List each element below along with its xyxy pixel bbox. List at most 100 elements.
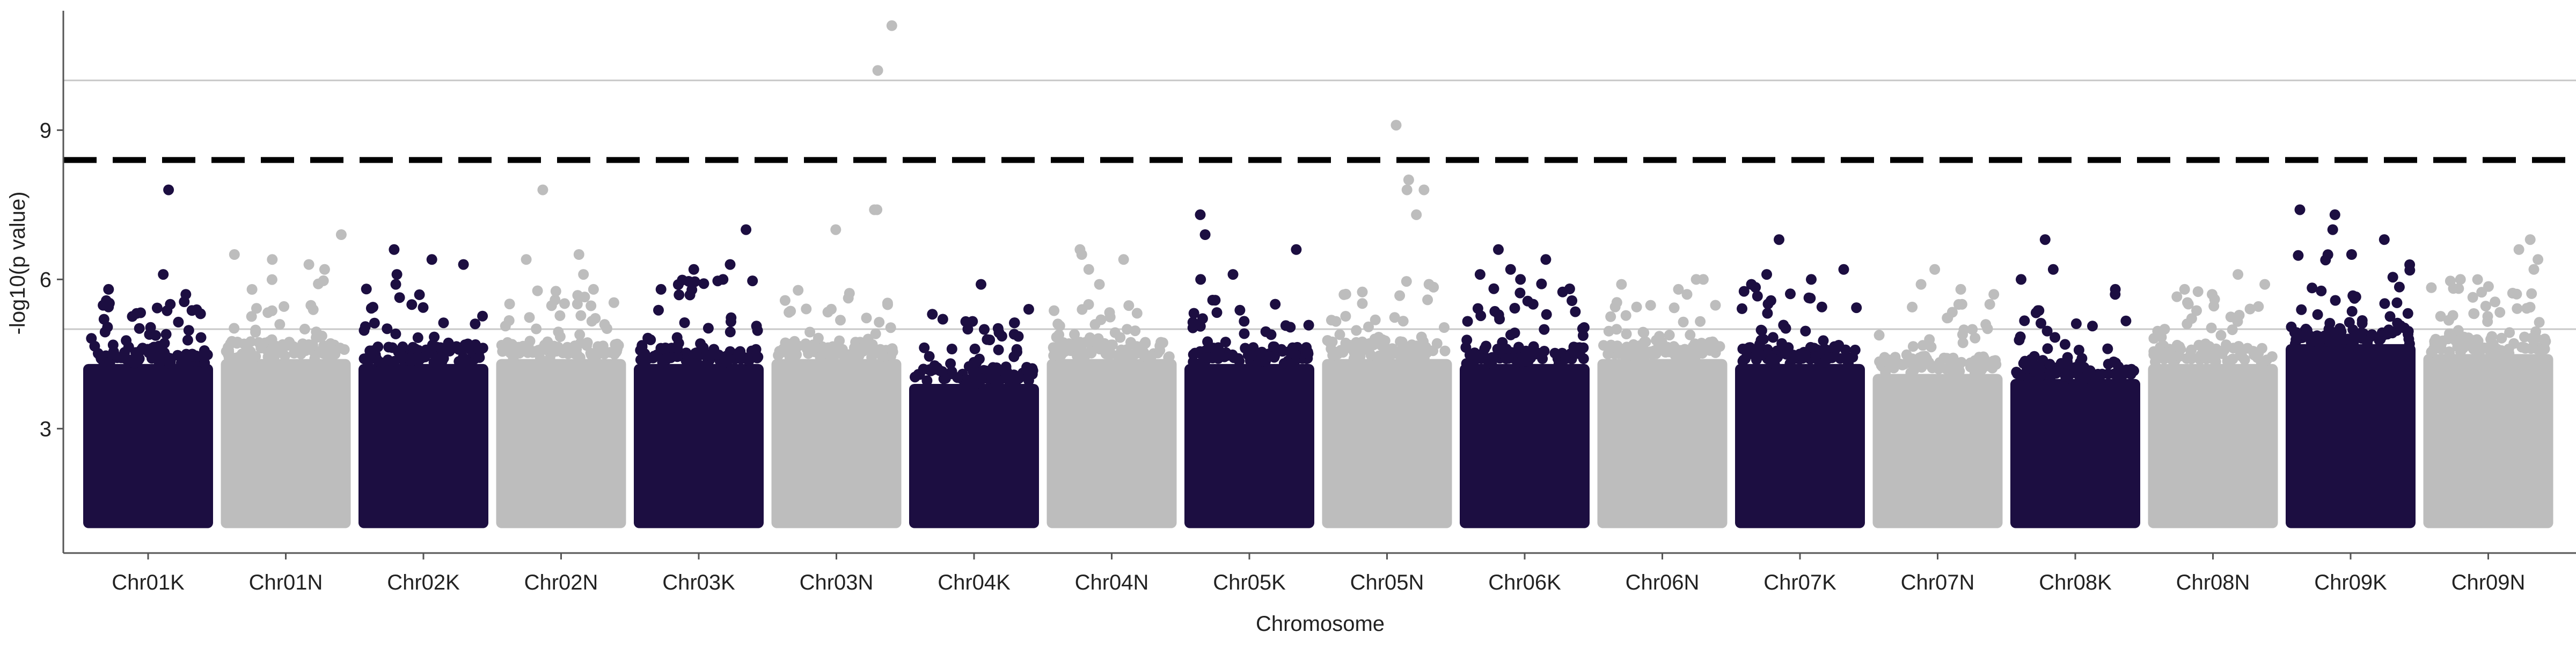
data-point xyxy=(2391,297,2403,308)
data-point xyxy=(1130,325,1141,337)
data-point xyxy=(129,358,140,369)
top-hit-point xyxy=(1515,274,1526,285)
chromosome-Chr02K xyxy=(358,244,488,528)
chromosome-Chr04N xyxy=(1046,244,1177,528)
x-tick-label: Chr04N xyxy=(1075,571,1149,594)
top-hit-point xyxy=(1076,249,1087,260)
data-point xyxy=(1468,350,1480,361)
data-point xyxy=(1967,324,1978,335)
data-point xyxy=(1570,306,1581,317)
data-point xyxy=(1560,353,1571,365)
data-point xyxy=(1907,301,1918,312)
data-point xyxy=(2503,344,2514,355)
data-point xyxy=(2171,339,2183,351)
data-point xyxy=(2435,311,2446,322)
top-hit-point xyxy=(1411,209,1422,220)
point-bulk xyxy=(358,364,488,528)
data-point xyxy=(1163,352,1174,363)
data-point xyxy=(1269,352,1280,363)
data-point xyxy=(672,343,683,354)
data-point xyxy=(1401,276,1412,287)
data-point xyxy=(2052,363,2063,374)
data-point xyxy=(524,336,536,347)
data-point xyxy=(2316,285,2327,296)
data-point xyxy=(398,352,409,363)
data-point xyxy=(882,299,893,310)
data-point xyxy=(1970,332,1981,344)
data-point xyxy=(2530,332,2542,344)
data-point xyxy=(2233,341,2244,352)
top-hit-point xyxy=(1955,283,1966,295)
data-point xyxy=(1197,313,1208,324)
data-point xyxy=(2108,357,2119,367)
data-point xyxy=(1397,316,1409,327)
top-hit-point xyxy=(391,269,402,280)
data-point xyxy=(183,325,194,336)
data-point xyxy=(712,349,722,360)
data-point xyxy=(2044,359,2055,370)
data-point xyxy=(2469,308,2480,319)
data-point xyxy=(2227,353,2238,365)
top-hit-point xyxy=(1023,304,1034,315)
data-point xyxy=(1678,316,1689,328)
x-tick-label: Chr09N xyxy=(2451,571,2526,594)
top-hit-point xyxy=(1681,289,1693,300)
data-point xyxy=(1916,351,1928,362)
data-point xyxy=(1514,287,1526,299)
data-point xyxy=(550,294,561,306)
data-point xyxy=(914,369,925,380)
data-point xyxy=(1609,301,1621,312)
data-point xyxy=(813,332,824,344)
data-point xyxy=(1084,332,1095,343)
data-point xyxy=(1410,347,1422,358)
data-point xyxy=(2323,323,2334,335)
data-point xyxy=(1131,308,1143,319)
top-hit-point xyxy=(2294,204,2306,215)
data-point xyxy=(1461,335,1473,346)
data-point xyxy=(1083,299,1094,310)
data-point xyxy=(1246,350,1257,361)
point-bulk xyxy=(1597,359,1728,528)
top-hit-point xyxy=(2233,269,2244,280)
data-point xyxy=(2253,301,2264,312)
data-point xyxy=(1685,329,1696,340)
data-point xyxy=(153,340,165,352)
data-point xyxy=(1463,358,1474,369)
top-hit-point xyxy=(578,269,589,280)
point-bulk xyxy=(221,359,351,528)
data-point xyxy=(660,353,671,365)
data-point xyxy=(505,348,516,359)
y-axis-ticks: 3 6 9 xyxy=(40,119,63,441)
data-point xyxy=(1578,353,1589,364)
data-point xyxy=(2059,339,2070,350)
data-point xyxy=(2436,344,2447,355)
data-point xyxy=(1631,301,1642,312)
data-point xyxy=(1657,340,1668,352)
data-point xyxy=(779,295,791,306)
data-point xyxy=(435,342,446,353)
data-point xyxy=(574,329,586,340)
data-point xyxy=(182,335,193,346)
data-point xyxy=(2113,368,2124,380)
data-point xyxy=(1509,303,1520,314)
data-point xyxy=(1536,278,1547,289)
y-tick-label: 6 xyxy=(40,268,52,292)
top-hit-point xyxy=(976,279,986,290)
data-point xyxy=(459,353,470,365)
data-point xyxy=(382,354,393,366)
data-point xyxy=(1624,347,1635,359)
data-point xyxy=(2355,330,2367,341)
data-point xyxy=(857,346,868,357)
data-point xyxy=(246,311,257,322)
data-point xyxy=(1481,340,1491,352)
data-point xyxy=(834,335,845,346)
data-point xyxy=(2382,329,2393,340)
data-point xyxy=(394,292,405,303)
chromosome-Chr01N xyxy=(221,229,351,528)
top-hit-point xyxy=(2327,224,2338,235)
data-point xyxy=(1358,343,1370,354)
data-point xyxy=(2344,317,2355,328)
data-point xyxy=(1549,347,1561,359)
data-point xyxy=(1387,348,1398,360)
